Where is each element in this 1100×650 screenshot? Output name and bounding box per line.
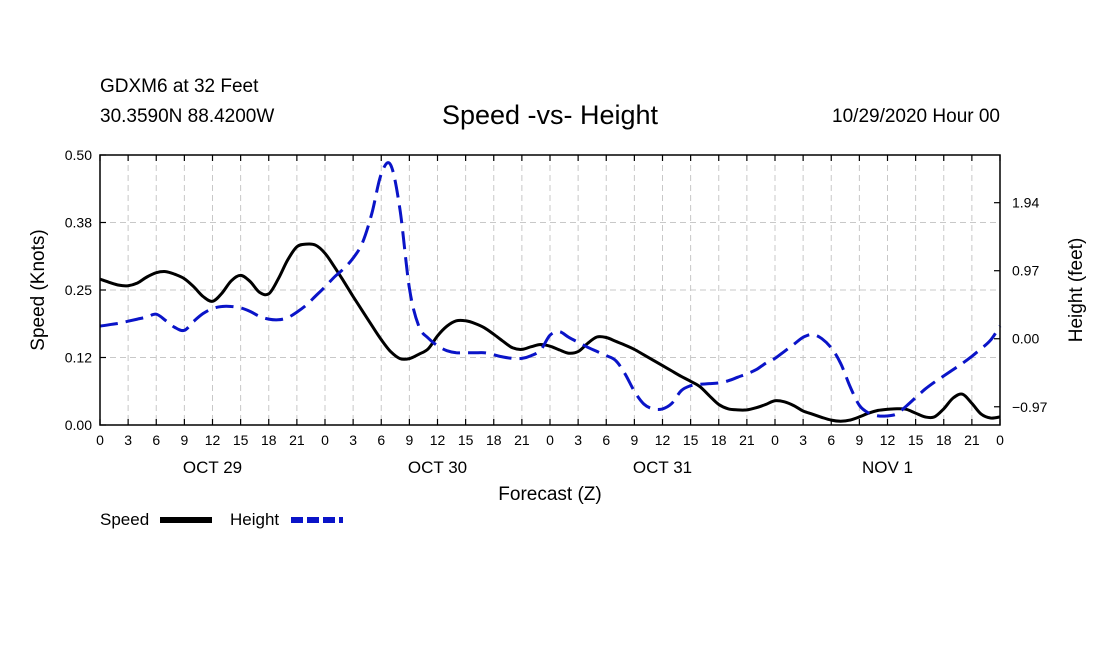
x-tick-label: 0: [546, 432, 554, 448]
chart-title: Speed -vs- Height: [441, 100, 659, 130]
x-tick-label: 12: [430, 432, 446, 448]
series-height-line: [99, 161, 1002, 418]
x-tick-label: 15: [233, 432, 249, 448]
grid: [100, 155, 1000, 425]
right-y-tick-label: 0.00: [1012, 331, 1039, 347]
x-tick-label: 15: [908, 432, 924, 448]
x-tick-label: 12: [205, 432, 221, 448]
x-tick-label: 18: [711, 432, 727, 448]
left-y-tick-label: 0.12: [65, 350, 92, 366]
x-tick-label: 21: [739, 432, 755, 448]
x-date-label: OCT 31: [633, 458, 692, 477]
left-y-axis-title: Speed (Knots): [28, 229, 49, 350]
datetime-label: 10/29/2020 Hour 00: [832, 106, 1000, 127]
x-tick-label: 6: [152, 432, 160, 448]
legend-speed-label: Speed: [100, 510, 149, 529]
x-date-label: OCT 30: [408, 458, 467, 477]
x-tick-label: 12: [880, 432, 896, 448]
series-speed-line: [99, 242, 1001, 423]
x-tick-label: 3: [799, 432, 807, 448]
x-tick-label: 0: [996, 432, 1004, 448]
x-tick-label: 9: [855, 432, 863, 448]
x-tick-label: 21: [964, 432, 980, 448]
x-tick-label: 15: [683, 432, 699, 448]
x-tick-label: 21: [514, 432, 530, 448]
x-axis-title: Forecast (Z): [498, 484, 601, 505]
x-tick-label: 0: [321, 432, 329, 448]
x-tick-label: 9: [405, 432, 413, 448]
left-y-tick-label: 0.38: [65, 215, 92, 231]
x-tick-label: 21: [289, 432, 305, 448]
x-tick-label: 0: [771, 432, 779, 448]
x-tick-label: 18: [261, 432, 277, 448]
x-tick-label: 3: [574, 432, 582, 448]
right-y-tick-label: 0.97: [1012, 263, 1039, 279]
x-tick-label: 0: [96, 432, 104, 448]
x-tick-label: 18: [486, 432, 502, 448]
axes: 0 3 6 9 12 15 18 21 0 3 6 9 12 15 18 21 0 3 6 9 12 15 18 21 0 3 6 9…: [65, 147, 1048, 477]
x-tick-label: 3: [124, 432, 132, 448]
series-group: [99, 161, 1002, 423]
x-tick-label: 3: [349, 432, 357, 448]
left-y-tick-label: 0.25: [65, 282, 92, 298]
x-date-label: NOV 1: [862, 458, 913, 477]
x-tick-label: 18: [936, 432, 952, 448]
x-tick-label: 15: [458, 432, 474, 448]
x-tick-label: 6: [827, 432, 835, 448]
x-tick-label: 9: [630, 432, 638, 448]
right-y-tick-label: −0.97: [1012, 399, 1048, 415]
legend: Speed Height: [100, 510, 343, 529]
coordinates-label: 30.3590N 88.4200W: [100, 106, 275, 127]
x-tick-label: 9: [180, 432, 188, 448]
x-date-label: OCT 29: [183, 458, 242, 477]
x-tick-label: 12: [655, 432, 671, 448]
left-y-tick-label: 0.00: [65, 417, 92, 433]
station-label: GDXM6 at 32 Feet: [100, 76, 259, 97]
left-y-tick-label: 0.50: [65, 147, 92, 163]
right-y-tick-label: 1.94: [1012, 195, 1039, 211]
x-tick-label: 6: [377, 432, 385, 448]
x-tick-label: 6: [602, 432, 610, 448]
right-y-axis-title: Height (feet): [1066, 238, 1087, 343]
legend-height-label: Height: [230, 510, 279, 529]
